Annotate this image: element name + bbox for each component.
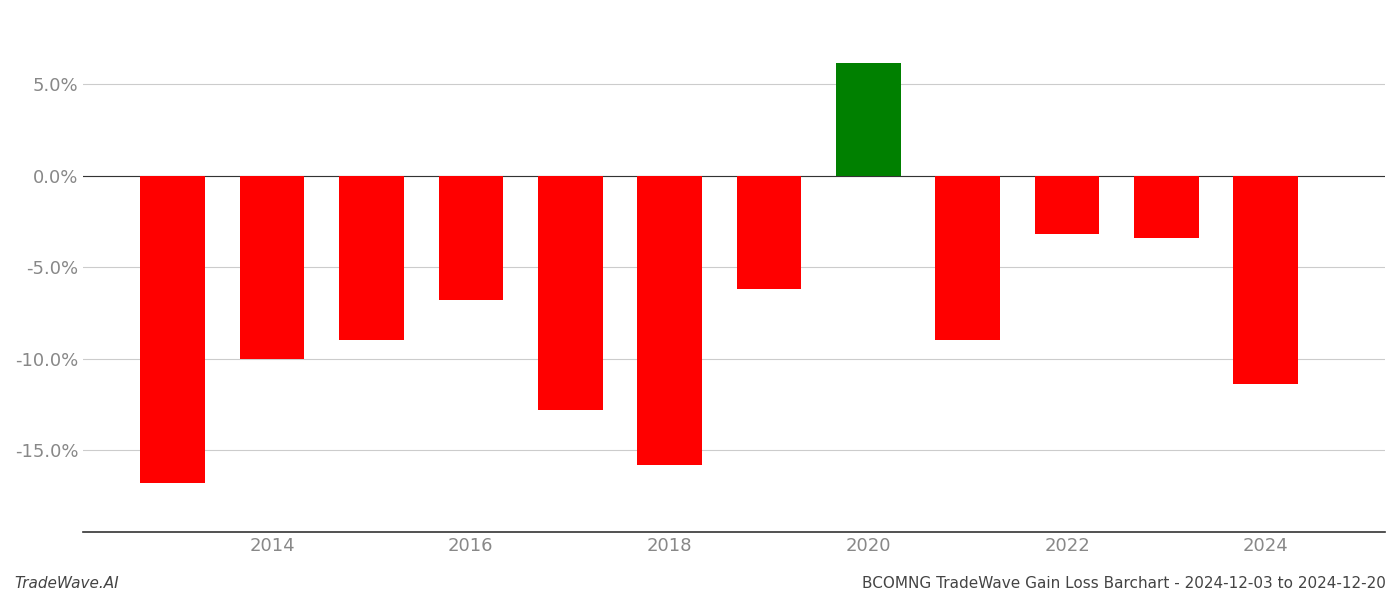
Bar bbox=[836, 62, 900, 176]
Bar bbox=[438, 176, 503, 300]
Bar bbox=[1233, 176, 1298, 384]
Bar bbox=[637, 176, 701, 464]
Text: TradeWave.AI: TradeWave.AI bbox=[14, 576, 119, 591]
Bar bbox=[538, 176, 602, 410]
Bar bbox=[736, 176, 801, 289]
Bar bbox=[935, 176, 1000, 340]
Text: BCOMNG TradeWave Gain Loss Barchart - 2024-12-03 to 2024-12-20: BCOMNG TradeWave Gain Loss Barchart - 20… bbox=[862, 576, 1386, 591]
Bar bbox=[339, 176, 403, 340]
Bar bbox=[1035, 176, 1099, 234]
Bar bbox=[140, 176, 204, 483]
Bar bbox=[239, 176, 304, 359]
Bar bbox=[1134, 176, 1198, 238]
